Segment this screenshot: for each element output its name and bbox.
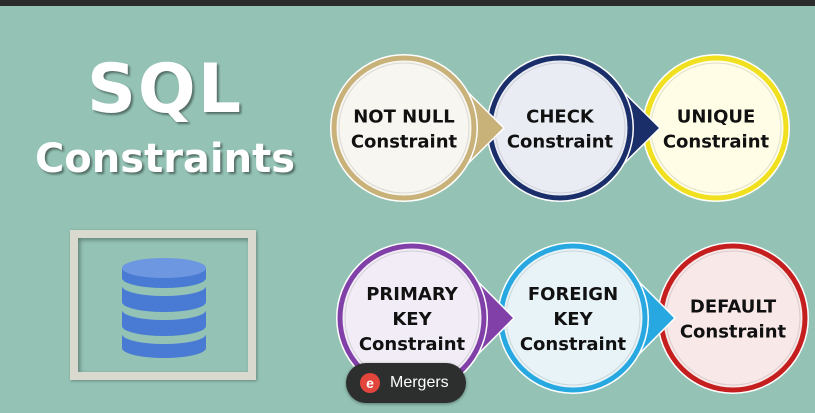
constraint-label: Constraint [520,334,627,355]
title-constraints: Constraints [34,136,296,182]
constraint-label: PRIMARY [366,284,458,305]
constraint-label: NOT NULL [353,107,455,128]
constraint-label: Constraint [359,334,466,355]
mergers-badge[interactable]: e Mergers [346,363,466,403]
database-icon [122,258,206,358]
constraint-label: KEY [392,309,432,330]
constraint-node: NOT NULL Constraint [330,54,506,202]
constraint-node: CHECK Constraint [486,54,662,202]
top-bar [0,0,815,6]
constraint-circle [658,243,808,393]
constraint-label: KEY [553,309,593,330]
constraint-node: PRIMARY KEY Constraint [336,242,516,394]
constraint-label: Constraint [680,322,787,343]
constraints-row-2: DEFAULTConstraintFOREIGNKEYConstraintPRI… [336,242,809,394]
constraint-node: FOREIGN KEY Constraint [497,242,677,394]
constraint-circle [643,55,789,201]
database-frame [70,230,256,380]
constraint-label: UNIQUE [677,107,756,128]
constraint-label: CHECK [526,107,595,128]
mergers-logo-icon: e [360,373,380,393]
circle-inner-line [338,62,470,194]
constraint-circle [487,55,633,201]
title-sql: SQL [86,50,244,129]
constraint-label: DEFAULT [690,297,777,318]
constraint-node: UNIQUE Constraint [642,54,790,202]
constraint-circle [331,55,477,201]
constraint-label: Constraint [507,132,614,153]
constraint-node: DEFAULT Constraint [657,242,809,394]
constraint-label: Constraint [663,132,770,153]
badge-label: Mergers [390,374,449,391]
constraint-label: Constraint [351,132,458,153]
constraints-row-1: UNIQUE Constraint CHECK Constraint NOT NULL C… [330,54,790,202]
constraint-label: FOREIGN [528,284,618,305]
